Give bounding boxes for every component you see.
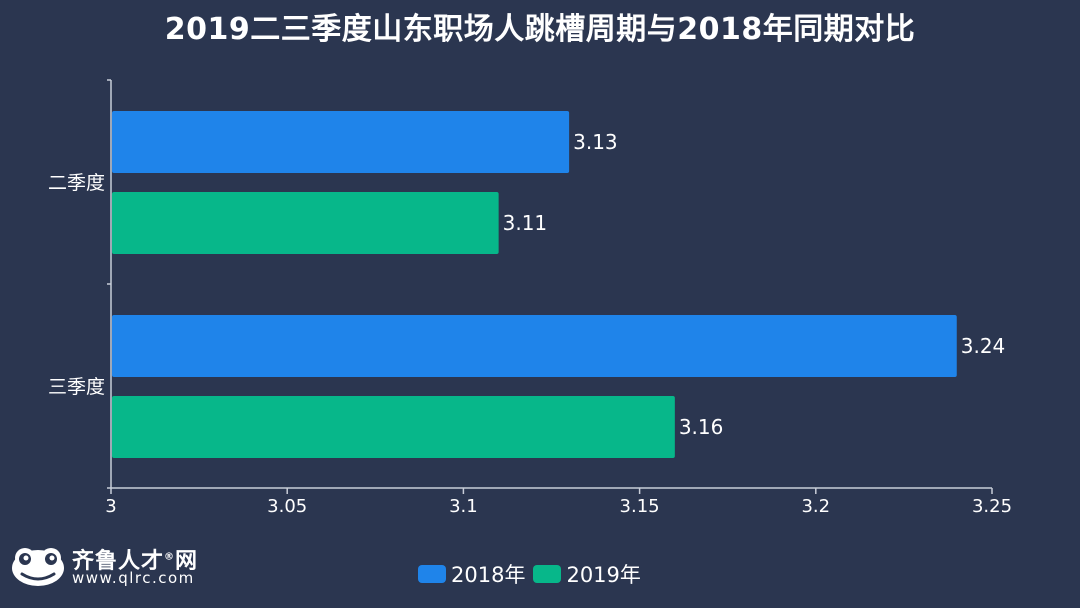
data-label: 3.24 [961,334,1006,358]
legend-label-2018: 2018年 [451,563,526,587]
legend-label-2019: 2019年 [566,563,641,587]
data-label: 3.11 [503,211,548,235]
site-logo: 齐鲁人才®网 www.qlrc.com [10,540,220,592]
bar [112,192,499,254]
x-tick-label: 3.25 [972,496,1012,517]
x-tick-label: 3.15 [620,496,660,517]
logo-url: www.qlrc.com [72,569,195,587]
category-label: 三季度 [48,376,105,398]
legend-item-2019: 2019年 [533,559,641,589]
bar-chart: 3 3.05 3.1 3.15 3.2 3.25 二季度 3.13 3.11 三季度 3.24 3.1… [48,79,1012,517]
data-label: 3.16 [679,415,724,439]
legend-swatch-2018 [418,565,446,583]
x-tick-label: 3.05 [267,496,307,517]
x-tick-label: 3.2 [801,496,830,517]
bar [112,396,675,458]
legend-item-2018: 2018年 [418,559,525,589]
bar [112,111,570,173]
chart-title: 2019二三季度山东职场人跳槽周期与2018年同期对比 [164,12,916,47]
data-label: 3.13 [573,130,618,154]
chart-legend: 2018年 2019年 [418,559,649,589]
x-tick-label: 3.1 [449,496,478,517]
logo-text: 齐鲁人才®网 [72,549,199,574]
legend-swatch-2019 [533,565,562,583]
x-tick-label: 3 [105,496,116,517]
category-label: 二季度 [48,172,105,194]
bar [112,315,957,377]
frog-logo-icon [12,548,64,586]
